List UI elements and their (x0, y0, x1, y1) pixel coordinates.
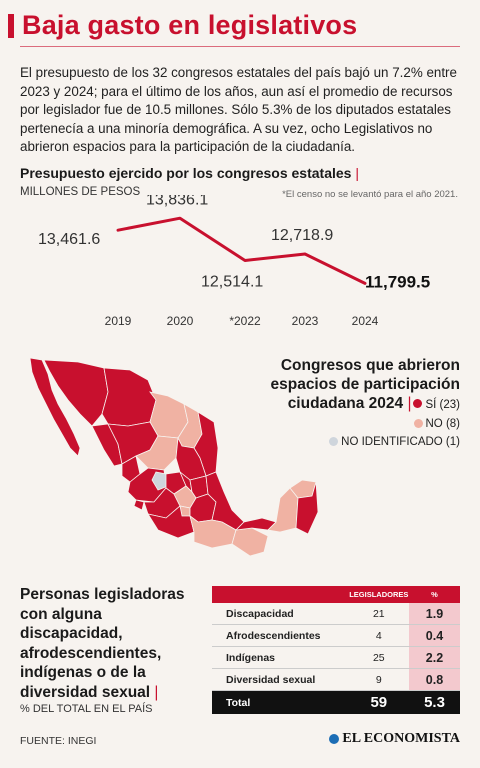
budget-unit-label: MILLONES DE PESOS (20, 186, 141, 198)
legend-unidentified-label: NO IDENTIFICADO (1) (341, 436, 460, 448)
map-title-line-3: ciudadana 2024 | SÍ (23) (270, 394, 460, 415)
table-title-line-1: Personas legisladoras (20, 586, 185, 603)
row-pct: 0.8 (408, 668, 460, 691)
x-tick-label: *2022 (229, 314, 261, 328)
budget-chart-title-text: Presupuesto ejercido por los congresos e… (20, 165, 352, 181)
colima-region (133, 499, 145, 511)
brand-name: EL ECONOMISTA (342, 731, 460, 746)
map-title-line-3-text: ciudadana 2024 (287, 395, 404, 412)
aguascalientes-region (151, 471, 169, 491)
budget-series-line (116, 216, 367, 285)
x-tick-label: 2023 (292, 314, 319, 328)
table-title-line-2: con alguna (20, 605, 102, 623)
title-separator: | (154, 683, 159, 701)
total-label: Total (212, 690, 349, 714)
legend-yes-label: SÍ (23) (425, 399, 460, 411)
legend-no: NO (8) (413, 418, 461, 430)
budget-line-chart: 13,461.6 13,836.1 12,514.1 12,718.9 11,799.5… (38, 195, 430, 328)
x-tick-label: 2019 (105, 314, 132, 328)
value-label: 13,836.1 (146, 195, 208, 208)
campeche-region (267, 487, 299, 533)
legislators-table: LEGISLADORES % Discapacidad 21 1.9 Afrod… (212, 586, 460, 714)
zacatecas-region (135, 435, 179, 471)
legend-no-label: NO (8) (425, 418, 461, 430)
table-subtitle: % DEL TOTAL EN EL PAÍS (20, 703, 153, 715)
table-header-row: LEGISLADORES % (212, 586, 460, 603)
total-legisladores: 59 (348, 690, 409, 714)
total-pct: 5.3 (408, 690, 460, 714)
x-tick-label: 2024 (352, 314, 379, 328)
map-title-line-1: Congresos que abrieron (280, 357, 460, 374)
budget-x-axis-labels: 2019 2020 *2022 2023 2024 (105, 314, 379, 328)
row-pct: 1.9 (408, 603, 460, 625)
table-section-title: Personas legisladoras con alguna discapa… (20, 585, 205, 702)
chiapas-region (231, 527, 269, 557)
title-divider (20, 46, 460, 47)
row-legisladores: 9 (348, 668, 409, 691)
header-legisladores: LEGISLADORES (348, 586, 409, 603)
intro-paragraph: El presupuesto de los 32 congresos estat… (20, 65, 457, 154)
row-label: Discapacidad (212, 603, 349, 625)
row-label: Afrodescendientes (212, 624, 349, 647)
header-pct: % (408, 586, 460, 603)
legend-unidentified-dot (329, 437, 339, 447)
row-pct: 0.4 (408, 624, 460, 647)
row-legisladores: 4 (348, 624, 409, 647)
baja-california-region (29, 357, 81, 457)
row-label: Diversidad sexual (212, 668, 349, 691)
row-legisladores: 21 (348, 603, 409, 625)
table-total-row: Total 59 5.3 (212, 690, 460, 714)
chihuahua-region (101, 367, 157, 427)
value-label: 13,461.6 (38, 231, 100, 248)
table-title-line-3: discapacidad, (20, 625, 123, 642)
budget-chart-title: Presupuesto ejercido por los congresos e… (20, 165, 359, 181)
brand-icon (329, 733, 340, 744)
header-blank (212, 586, 349, 603)
map-title-line-2: espacios de participación (270, 376, 460, 393)
title-separator: | (355, 165, 359, 181)
table-row: Discapacidad 21 1.9 (212, 603, 460, 625)
legend-yes-dot (413, 399, 423, 409)
map-title: Congresos que abrieron espacios de parti… (270, 356, 460, 415)
budget-value-labels: 13,461.6 13,836.1 12,514.1 12,718.9 11,799.5 (38, 195, 430, 291)
legend-no-dot (413, 419, 423, 429)
source-label: FUENTE: INEGI (20, 735, 97, 747)
budget-footnote: *El censo no se levantó para el año 2021… (282, 189, 458, 200)
table-title-line-4: afrodescendientes, (20, 644, 162, 662)
title-accent-bar (8, 14, 14, 38)
table-row: Indígenas 25 2.2 (212, 646, 460, 669)
table-row: Diversidad sexual 9 0.8 (212, 668, 460, 691)
brand-logo: EL ECONOMISTA (329, 731, 460, 747)
row-legisladores: 25 (348, 646, 409, 669)
row-pct: 2.2 (408, 646, 460, 669)
mexico-map (29, 357, 318, 557)
value-label: 12,514.1 (201, 274, 263, 291)
table-row: Afrodescendientes 4 0.4 (212, 624, 460, 647)
quintana-roo-region (295, 481, 318, 535)
table-title-line-6-text: diversidad sexual (20, 683, 151, 701)
page-title: Baja gasto en legislativos (22, 10, 358, 40)
table-title-line-6: diversidad sexual | (20, 683, 205, 703)
value-label: 11,799.5 (365, 272, 430, 291)
row-label: Indígenas (212, 646, 349, 669)
table-title-line-5: indígenas o de la (20, 664, 146, 681)
legend-unidentified: NO IDENTIFICADO (1) (329, 436, 460, 448)
x-tick-label: 2020 (167, 314, 194, 328)
title-separator: | (407, 395, 412, 412)
value-label: 12,718.9 (271, 227, 333, 244)
